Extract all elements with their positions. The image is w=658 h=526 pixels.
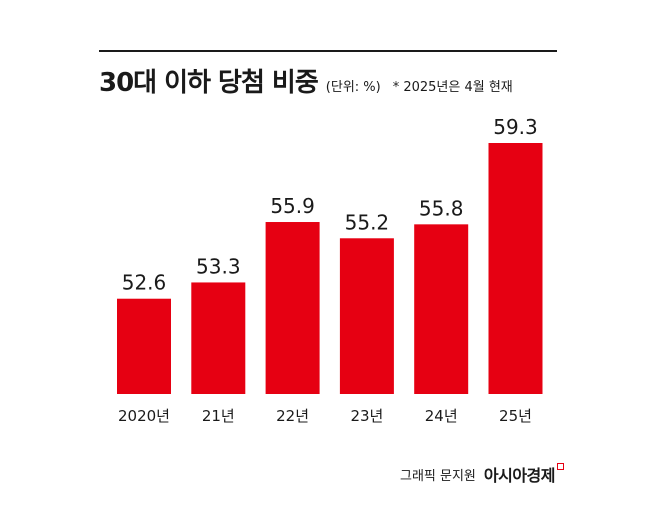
credit: 그래픽 문지원 아시아경제: [400, 462, 564, 486]
data-label: 59.3: [493, 115, 538, 139]
top-rule: [99, 50, 557, 52]
publisher-logo: 아시아경제: [484, 462, 564, 486]
logo-mark-icon: [557, 463, 564, 470]
bar: [265, 222, 320, 394]
bar: [339, 238, 394, 394]
chart-title: 30대 이하 당첨 비중: [99, 68, 319, 98]
x-tick-label: 2020년: [118, 407, 170, 425]
x-tick-label: 22년: [276, 407, 309, 425]
unit-label: (단위: %): [325, 80, 381, 95]
data-label: 55.8: [419, 196, 464, 220]
logo-text: 아시아경제: [483, 466, 556, 485]
data-label: 53.3: [196, 254, 241, 278]
footnote: * 2025년은 4월 현재: [392, 80, 513, 95]
x-tick-label: 23년: [350, 407, 383, 425]
x-tick-label: 25년: [499, 407, 532, 425]
data-label: 55.9: [270, 194, 315, 218]
x-tick-label: 24년: [425, 407, 458, 425]
credit-text: 그래픽 문지원: [399, 468, 476, 484]
bar: [488, 143, 543, 394]
bar: [117, 298, 171, 394]
bar: [414, 224, 469, 394]
data-label: 52.6: [122, 271, 167, 295]
data-label: 55.2: [345, 210, 390, 234]
x-tick-label: 21년: [202, 407, 235, 425]
chart-header: 30대 이하 당첨 비중 (단위: %) * 2025년은 4월 현재: [99, 62, 513, 99]
bar: [191, 282, 246, 394]
